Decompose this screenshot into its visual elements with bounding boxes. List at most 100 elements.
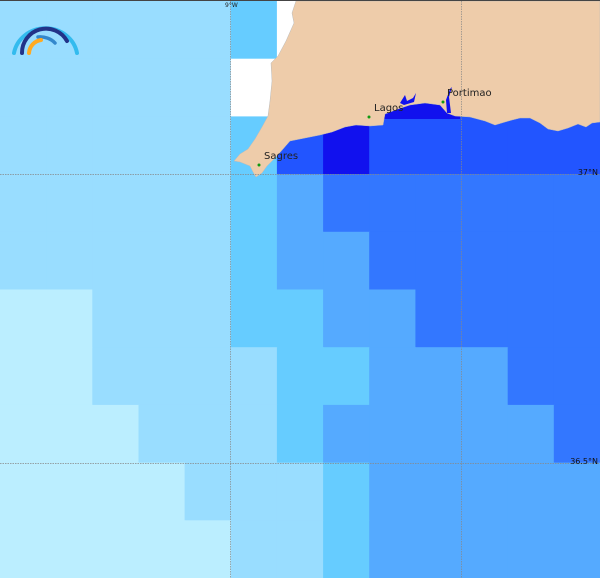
data-cell [461,462,509,521]
data-cell [92,116,140,175]
data-cell [46,347,93,406]
estuary [400,87,452,113]
data-cell [276,231,324,291]
data-cell [461,231,509,291]
data-cell [184,58,232,117]
data-cell [92,404,140,464]
data-cell [138,462,186,521]
data-cell [461,347,509,406]
logo [12,26,79,55]
data-cell [0,58,47,117]
land-mass [233,1,600,178]
data-cell [276,404,324,464]
data-cell [369,347,416,406]
data-cell [507,462,555,521]
data-cell [0,520,47,578]
data-cell [92,347,140,406]
data-cell [138,174,186,233]
data-cell [0,404,47,464]
data-cell [138,520,186,578]
data-cell [230,231,278,291]
data-cell [276,520,324,578]
data-cell [46,58,93,117]
data-cell [553,289,600,348]
data-cell [415,174,463,233]
data-cell [415,116,463,175]
data-cell [184,116,232,175]
data-cell [323,174,370,233]
data-cell [369,520,416,578]
city-marker-portimao [441,100,445,104]
data-cell [461,116,509,175]
data-cell [369,289,416,348]
data-cell [369,174,416,233]
data-cell [230,1,278,60]
data-cell [92,462,140,521]
data-cell [0,289,47,348]
data-cell [507,289,555,348]
data-cell [230,404,278,464]
data-cell [184,231,232,291]
data-cell [184,289,232,348]
data-cell [184,1,232,60]
data-cell [0,174,47,233]
lat-label-36-5n: 36.5°N [570,457,598,466]
data-cell [553,404,600,464]
data-cell [276,174,324,233]
data-cell [230,174,278,233]
data-cell [184,347,232,406]
data-cell [323,404,370,464]
data-cell [276,289,324,348]
data-cell [323,462,370,521]
city-label-sagres: Sagres [264,151,299,162]
data-cell [0,116,47,175]
data-cell [184,462,232,521]
data-cell [138,347,186,406]
data-cell [138,1,186,60]
data-cell [415,347,463,406]
data-cell [415,462,463,521]
data-cell [230,289,278,348]
data-cell [230,520,278,578]
data-cell [369,231,416,291]
data-cell [507,404,555,464]
city-marker-sagres [257,163,261,167]
data-cell [46,289,93,348]
data-cell [553,462,600,521]
data-cell [0,347,47,406]
data-cell [323,347,370,406]
data-cell [369,116,416,175]
data-cell [138,58,186,117]
data-cell [369,404,416,464]
data-cell [461,404,509,464]
data-cell [415,289,463,348]
data-cell [230,462,278,521]
data-cell [415,231,463,291]
data-cell [46,462,93,521]
data-cell [369,462,416,521]
data-cell [507,231,555,291]
data-cell [184,520,232,578]
city-marker-lagos [367,115,371,119]
data-cell [46,174,93,233]
data-cell [415,520,463,578]
data-cell [92,231,140,291]
data-cell [461,520,509,578]
data-cell [553,520,600,578]
data-cell [92,289,140,348]
data-cell [276,462,324,521]
data-cell [507,520,555,578]
data-cell [46,231,93,291]
lon-label-9w: 9°W [225,2,238,9]
data-cell [46,520,93,578]
data-cell [138,231,186,291]
data-cell [138,289,186,348]
data-cell [323,231,370,291]
data-cell [46,404,93,464]
city-label-lagos: Lagos [374,103,404,114]
data-cell [276,347,324,406]
